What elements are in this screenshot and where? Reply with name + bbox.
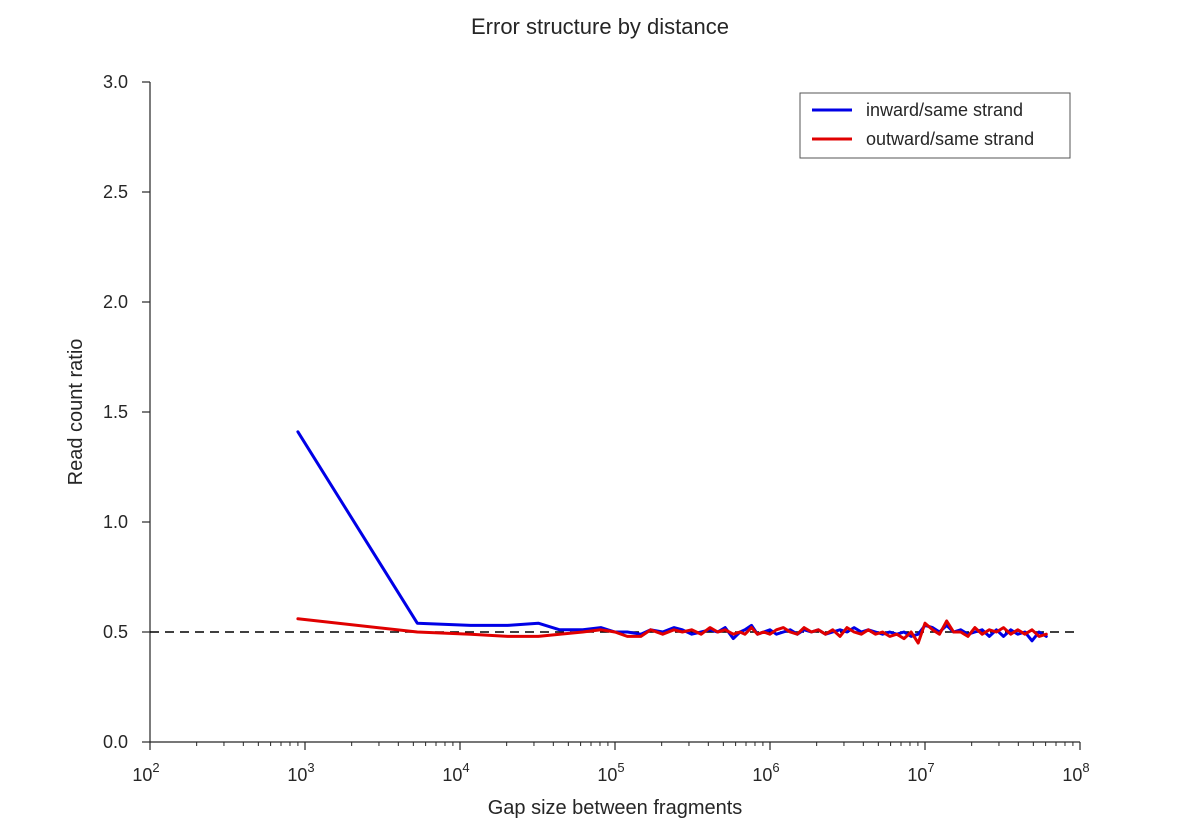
x-tick-exponent: 2 xyxy=(152,760,159,775)
x-tick-base: 10 xyxy=(597,765,617,785)
x-tick-label: 108 xyxy=(1062,760,1089,785)
x-tick-label: 107 xyxy=(907,760,934,785)
y-axis: 0.0 0.5 1.0 1.5 2.0 2.5 3.0 xyxy=(103,72,151,752)
y-tick-label: 1.0 xyxy=(103,512,128,532)
legend-label: outward/same strand xyxy=(866,129,1034,149)
x-tick-base: 10 xyxy=(442,765,462,785)
x-tick-exponent: 3 xyxy=(307,760,314,775)
y-axis-label: Read count ratio xyxy=(65,339,87,486)
chart-title: Error structure by distance xyxy=(471,14,729,39)
x-tick-base: 10 xyxy=(752,765,772,785)
series-layer xyxy=(296,430,1048,645)
legend-label: inward/same strand xyxy=(866,100,1023,120)
x-tick-base: 10 xyxy=(907,765,927,785)
x-tick-label: 102 xyxy=(132,760,159,785)
x-tick-label: 105 xyxy=(597,760,624,785)
x-tick-label: 103 xyxy=(287,760,314,785)
series-line-inward-same-strand xyxy=(296,430,1048,643)
x-tick-label: 104 xyxy=(442,760,469,785)
y-tick-label: 1.5 xyxy=(103,402,128,422)
y-tick-label: 2.0 xyxy=(103,292,128,312)
y-tick-label: 0.5 xyxy=(103,622,128,642)
x-tick-base: 10 xyxy=(132,765,152,785)
x-tick-base: 10 xyxy=(1062,765,1082,785)
legend: inward/same strand outward/same strand xyxy=(799,92,1071,159)
y-tick-label: 3.0 xyxy=(103,72,128,92)
series-line-outward-same-strand xyxy=(296,617,1048,645)
x-tick-base: 10 xyxy=(287,765,307,785)
x-axis: 102 103 104 105 106 107 108 xyxy=(132,741,1090,785)
legend-box xyxy=(799,92,1071,159)
y-tick-label: 2.5 xyxy=(103,182,128,202)
x-tick-exponent: 6 xyxy=(772,760,779,775)
x-tick-exponent: 8 xyxy=(1082,760,1089,775)
x-tick-label: 106 xyxy=(752,760,779,785)
y-tick-label: 0.0 xyxy=(103,732,128,752)
x-tick-exponent: 7 xyxy=(927,760,934,775)
x-tick-exponent: 5 xyxy=(617,760,624,775)
x-axis-label: Gap size between fragments xyxy=(488,797,743,819)
x-tick-exponent: 4 xyxy=(462,760,469,775)
